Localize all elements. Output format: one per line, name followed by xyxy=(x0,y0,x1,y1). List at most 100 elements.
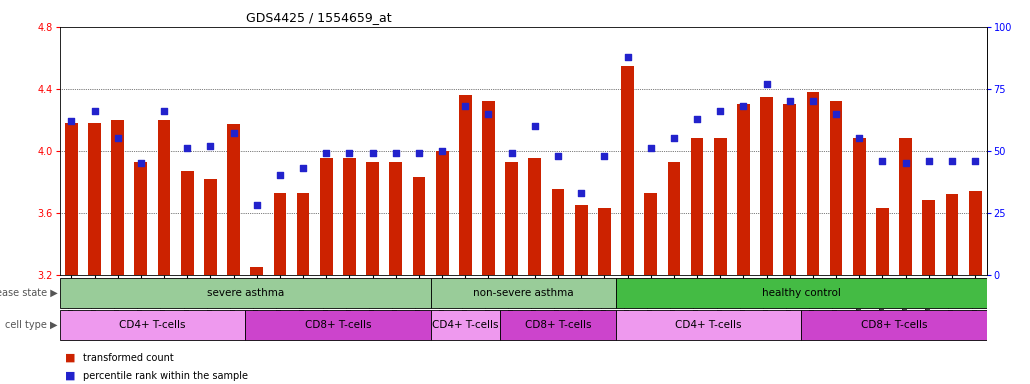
Bar xyxy=(806,92,819,275)
Point xyxy=(619,53,636,60)
Text: CD4+ T-cells: CD4+ T-cells xyxy=(119,320,185,331)
Text: ■: ■ xyxy=(65,371,75,381)
Point xyxy=(226,130,242,136)
Bar xyxy=(389,162,402,275)
Bar xyxy=(853,138,865,275)
Text: percentile rank within the sample: percentile rank within the sample xyxy=(83,371,248,381)
Text: cell type ▶: cell type ▶ xyxy=(5,320,58,331)
Point xyxy=(156,108,172,114)
Bar xyxy=(367,162,379,275)
Point xyxy=(874,157,891,164)
Bar xyxy=(274,192,286,275)
Point xyxy=(550,152,566,159)
Bar xyxy=(899,138,912,275)
Point xyxy=(782,98,798,104)
Point xyxy=(526,123,543,129)
Bar xyxy=(506,162,518,275)
Point xyxy=(202,143,218,149)
Bar xyxy=(737,104,750,275)
Bar xyxy=(436,151,448,275)
Bar xyxy=(598,208,611,275)
Point xyxy=(828,111,845,117)
Bar xyxy=(923,200,935,275)
Bar xyxy=(691,138,703,275)
Point xyxy=(967,157,984,164)
Bar xyxy=(830,101,843,275)
Text: severe asthma: severe asthma xyxy=(206,288,283,298)
Bar xyxy=(320,159,333,275)
FancyBboxPatch shape xyxy=(616,278,987,308)
Text: ■: ■ xyxy=(65,353,75,363)
Point xyxy=(87,108,103,114)
Point xyxy=(573,190,589,196)
Point xyxy=(341,150,357,156)
Bar xyxy=(760,96,772,275)
Bar xyxy=(250,267,263,275)
Bar xyxy=(413,177,425,275)
Point xyxy=(457,103,474,109)
Bar xyxy=(89,123,101,275)
Point xyxy=(735,103,752,109)
Bar xyxy=(459,95,472,275)
Point xyxy=(804,98,821,104)
Text: CD8+ T-cells: CD8+ T-cells xyxy=(305,320,371,331)
Text: non-severe asthma: non-severe asthma xyxy=(473,288,574,298)
Bar xyxy=(135,162,147,275)
Bar xyxy=(158,120,170,275)
Bar xyxy=(111,120,124,275)
Point xyxy=(179,145,196,151)
Point xyxy=(897,160,914,166)
Point xyxy=(480,111,496,117)
Point xyxy=(943,157,960,164)
Bar xyxy=(621,66,633,275)
Point xyxy=(851,135,867,141)
Text: GDS4425 / 1554659_at: GDS4425 / 1554659_at xyxy=(246,12,392,25)
Point xyxy=(434,147,450,154)
Bar xyxy=(575,205,587,275)
FancyBboxPatch shape xyxy=(245,310,431,341)
Point xyxy=(689,116,706,122)
Point xyxy=(133,160,149,166)
Bar xyxy=(204,179,216,275)
Point xyxy=(295,165,311,171)
Text: CD8+ T-cells: CD8+ T-cells xyxy=(861,320,927,331)
Point xyxy=(248,202,265,208)
Point xyxy=(365,150,381,156)
Point xyxy=(504,150,520,156)
Bar xyxy=(784,104,796,275)
Text: healthy control: healthy control xyxy=(762,288,840,298)
Point xyxy=(63,118,79,124)
Point xyxy=(665,135,682,141)
Point xyxy=(109,135,126,141)
Text: transformed count: transformed count xyxy=(83,353,174,363)
Point xyxy=(387,150,404,156)
FancyBboxPatch shape xyxy=(431,310,501,341)
Bar xyxy=(714,138,726,275)
Bar xyxy=(552,189,564,275)
Point xyxy=(596,152,613,159)
FancyBboxPatch shape xyxy=(501,310,616,341)
FancyBboxPatch shape xyxy=(60,278,431,308)
Point xyxy=(318,150,335,156)
Point xyxy=(411,150,427,156)
Bar xyxy=(969,191,982,275)
Point xyxy=(272,172,288,179)
Point xyxy=(643,145,659,151)
Bar xyxy=(297,192,309,275)
FancyBboxPatch shape xyxy=(801,310,987,341)
Bar xyxy=(946,194,958,275)
Text: CD4+ T-cells: CD4+ T-cells xyxy=(676,320,742,331)
Bar xyxy=(877,208,889,275)
Bar xyxy=(228,124,240,275)
Point xyxy=(921,157,937,164)
Bar xyxy=(343,159,355,275)
Bar xyxy=(482,101,494,275)
Bar xyxy=(181,171,194,275)
Text: disease state ▶: disease state ▶ xyxy=(0,288,58,298)
Bar xyxy=(645,192,657,275)
Text: CD8+ T-cells: CD8+ T-cells xyxy=(524,320,591,331)
Bar xyxy=(65,123,77,275)
Point xyxy=(758,81,775,87)
Bar xyxy=(528,159,541,275)
Point xyxy=(712,108,728,114)
